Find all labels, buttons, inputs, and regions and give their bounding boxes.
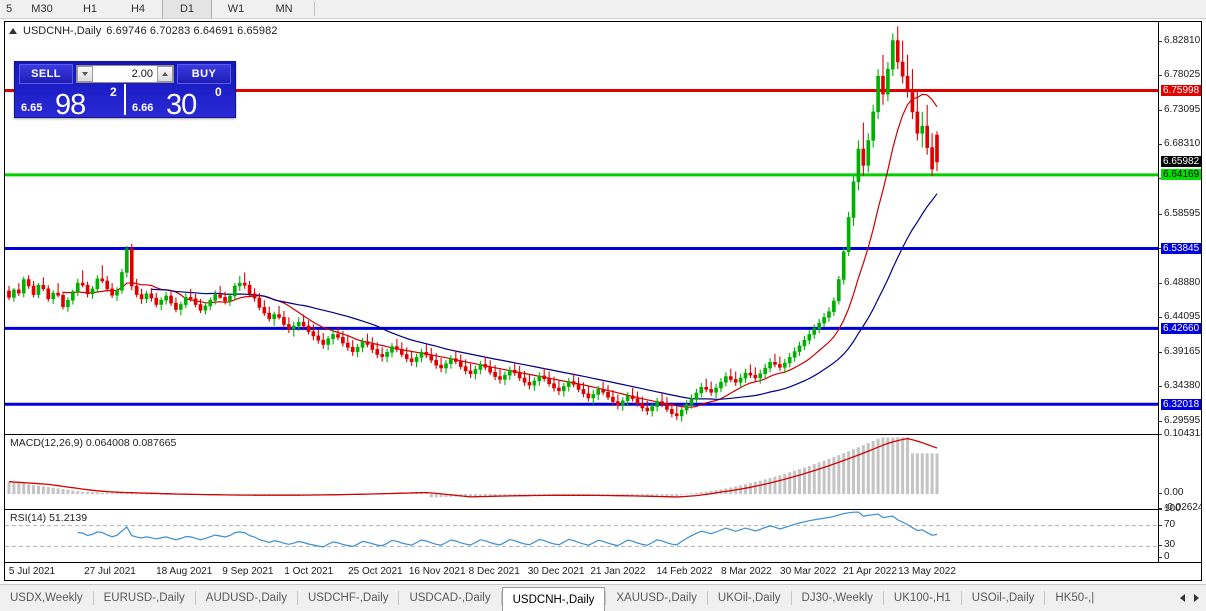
ask-price-fraction: 0: [215, 85, 222, 99]
rsi-pane[interactable]: RSI(14) 51.2139: [5, 509, 1158, 562]
chart-symbol-label: USDCNH-,Daily: [23, 24, 102, 37]
chart-tab-ukoil-daily[interactable]: UKOil-,Daily: [717, 592, 781, 604]
date-tick: 14 Feb 2022: [656, 566, 713, 577]
chart-window[interactable]: USDCNH-,Daily 6.69746 6.70283 6.64691 6.…: [4, 21, 1202, 581]
date-tick: 8 Mar 2022: [720, 566, 772, 577]
chart-tab-audusd-daily[interactable]: AUDUSD-,Daily: [205, 592, 287, 604]
chart-header: USDCNH-,Daily 6.69746 6.70283 6.64691 6.…: [9, 24, 278, 37]
tab-divider: [790, 591, 792, 605]
date-tick: 30 Mar 2022: [780, 566, 837, 577]
timeframe-h4[interactable]: H4: [130, 3, 146, 15]
macd-chart: [7, 437, 939, 498]
date-tick: 1 Oct 2021: [284, 566, 334, 577]
candlestick-chart: [5, 26, 1158, 422]
date-tick: 8 Dec 2021: [468, 566, 520, 577]
bid-price-fraction: 2: [110, 85, 117, 99]
tab-divider: [882, 591, 884, 605]
chart-ohlc-values: 6.69746 6.70283 6.64691 6.65982: [106, 24, 278, 37]
timeframe-d1[interactable]: D1: [162, 0, 212, 18]
date-tick: 30 Dec 2021: [527, 566, 585, 577]
tab-divider: [605, 591, 607, 605]
date-tick: 9 Sep 2021: [222, 566, 274, 577]
price-level-label[interactable]: 6.64169: [1161, 169, 1201, 181]
date-tick: 13 May 2022: [898, 566, 956, 577]
price-scale[interactable]: 6.828106.780256.730956.683106.635256.585…: [1158, 22, 1201, 562]
sell-button[interactable]: SELL: [19, 64, 73, 84]
tab-divider: [706, 591, 708, 605]
volume-input[interactable]: 2.00: [131, 68, 153, 80]
volume-increase-button[interactable]: [157, 66, 173, 82]
chart-tab-hk50[interactable]: HK50-,|: [1055, 592, 1095, 604]
tab-divider: [92, 591, 94, 605]
chart-tab-eurusd-daily[interactable]: EURUSD-,Daily: [103, 592, 185, 604]
volume-decrease-button[interactable]: [77, 66, 93, 82]
chart-tab-xauusd-daily[interactable]: XAUUSD-,Daily: [616, 592, 697, 604]
chart-tab-usoil-daily[interactable]: USOil-,Daily: [971, 592, 1035, 604]
tab-divider: [296, 591, 298, 605]
chart-tab-dj30-weekly[interactable]: DJ30-,Weekly: [801, 592, 873, 604]
price-level-label[interactable]: 6.42660: [1161, 322, 1201, 334]
price-pane[interactable]: [5, 22, 1158, 434]
date-tick: 21 Jan 2022: [590, 566, 646, 577]
one-click-trade-panel[interactable]: SELL 2.00 BUY 6.65 98 2 6.66 30 0: [14, 61, 236, 118]
volume-stepper[interactable]: 2.00: [76, 65, 174, 83]
timeframe-m30[interactable]: M30: [31, 3, 53, 15]
date-tick: 5 Jul 2021: [8, 566, 56, 577]
tab-divider: [500, 591, 502, 605]
macd-pane[interactable]: MACD(12,26,9) 0.064008 0.087665: [5, 434, 1158, 509]
date-tick: 27 Jul 2021: [84, 566, 136, 577]
chart-tab-usdcnh-daily[interactable]: USDCNH-,Daily: [501, 587, 606, 611]
scroll-left-icon[interactable]: [1180, 594, 1185, 602]
date-tick: 25 Oct 2021: [348, 566, 403, 577]
rsi-label: RSI(14) 51.2139: [10, 512, 88, 524]
buy-button[interactable]: BUY: [177, 64, 231, 84]
tab-divider: [960, 591, 962, 605]
chart-tab-usdx-weekly[interactable]: USDX,Weekly: [10, 592, 83, 604]
timeframe-mn[interactable]: MN: [275, 3, 293, 15]
date-tick: 21 Apr 2022: [842, 566, 897, 577]
chart-tab-usdchf-daily[interactable]: USDCHF-,Daily: [307, 592, 389, 604]
tab-scroll-controls: [1176, 585, 1206, 611]
trade-panel-controls: SELL 2.00 BUY: [15, 62, 235, 84]
timeframe-5[interactable]: 5: [5, 3, 13, 15]
scroll-right-icon[interactable]: [1194, 594, 1199, 602]
bid-price-main: 98: [55, 89, 86, 116]
price-level-label[interactable]: 6.75998: [1161, 85, 1201, 96]
toolbar-divider: [314, 2, 315, 16]
price-level-label[interactable]: 6.53845: [1161, 243, 1201, 255]
chart-expand-icon[interactable]: [9, 27, 17, 34]
timeframe-h1[interactable]: H1: [82, 3, 98, 15]
chart-tab-bar: USDX,Weekly EURUSD-,Daily AUDUSD-,Daily USD…: [0, 584, 1206, 611]
date-tick: 18 Aug 2021: [156, 566, 213, 577]
trade-panel-quotes: 6.65 98 2 6.66 30 0: [15, 84, 235, 115]
bid-price-prefix: 6.65: [21, 102, 43, 114]
ask-price-main: 30: [166, 89, 197, 116]
rsi-chart: [5, 511, 1158, 548]
timeframe-list: 5 M30 H1 H4 D1 W1 MN: [0, 0, 308, 18]
tab-divider: [194, 591, 196, 605]
tab-divider: [1044, 591, 1046, 605]
tab-divider: [398, 591, 400, 605]
chart-tab-usdcad-daily[interactable]: USDCAD-,Daily: [409, 592, 491, 604]
price-level-label[interactable]: 6.32018: [1161, 398, 1201, 410]
bid-price[interactable]: 6.65 98 2: [15, 84, 126, 115]
ask-price-prefix: 6.66: [132, 102, 154, 114]
macd-label: MACD(12,26,9) 0.064008 0.087665: [10, 437, 177, 449]
current-price-label: 6.65982: [1161, 156, 1201, 168]
time-scale[interactable]: 5 Jul 2021 27 Jul 2021 18 Aug 2021 9 Sep 20…: [5, 562, 1201, 580]
timeframe-toolbar: 5 M30 H1 H4 D1 W1 MN: [0, 0, 1206, 19]
ask-price[interactable]: 6.66 30 0: [126, 84, 235, 115]
timeframe-w1[interactable]: W1: [227, 3, 245, 15]
chart-tab-list: USDX,Weekly EURUSD-,Daily AUDUSD-,Daily USD…: [0, 585, 1104, 611]
date-tick: 16 Nov 2021: [408, 566, 466, 577]
chart-tab-uk100-h1[interactable]: UK100-,H1: [893, 592, 951, 604]
